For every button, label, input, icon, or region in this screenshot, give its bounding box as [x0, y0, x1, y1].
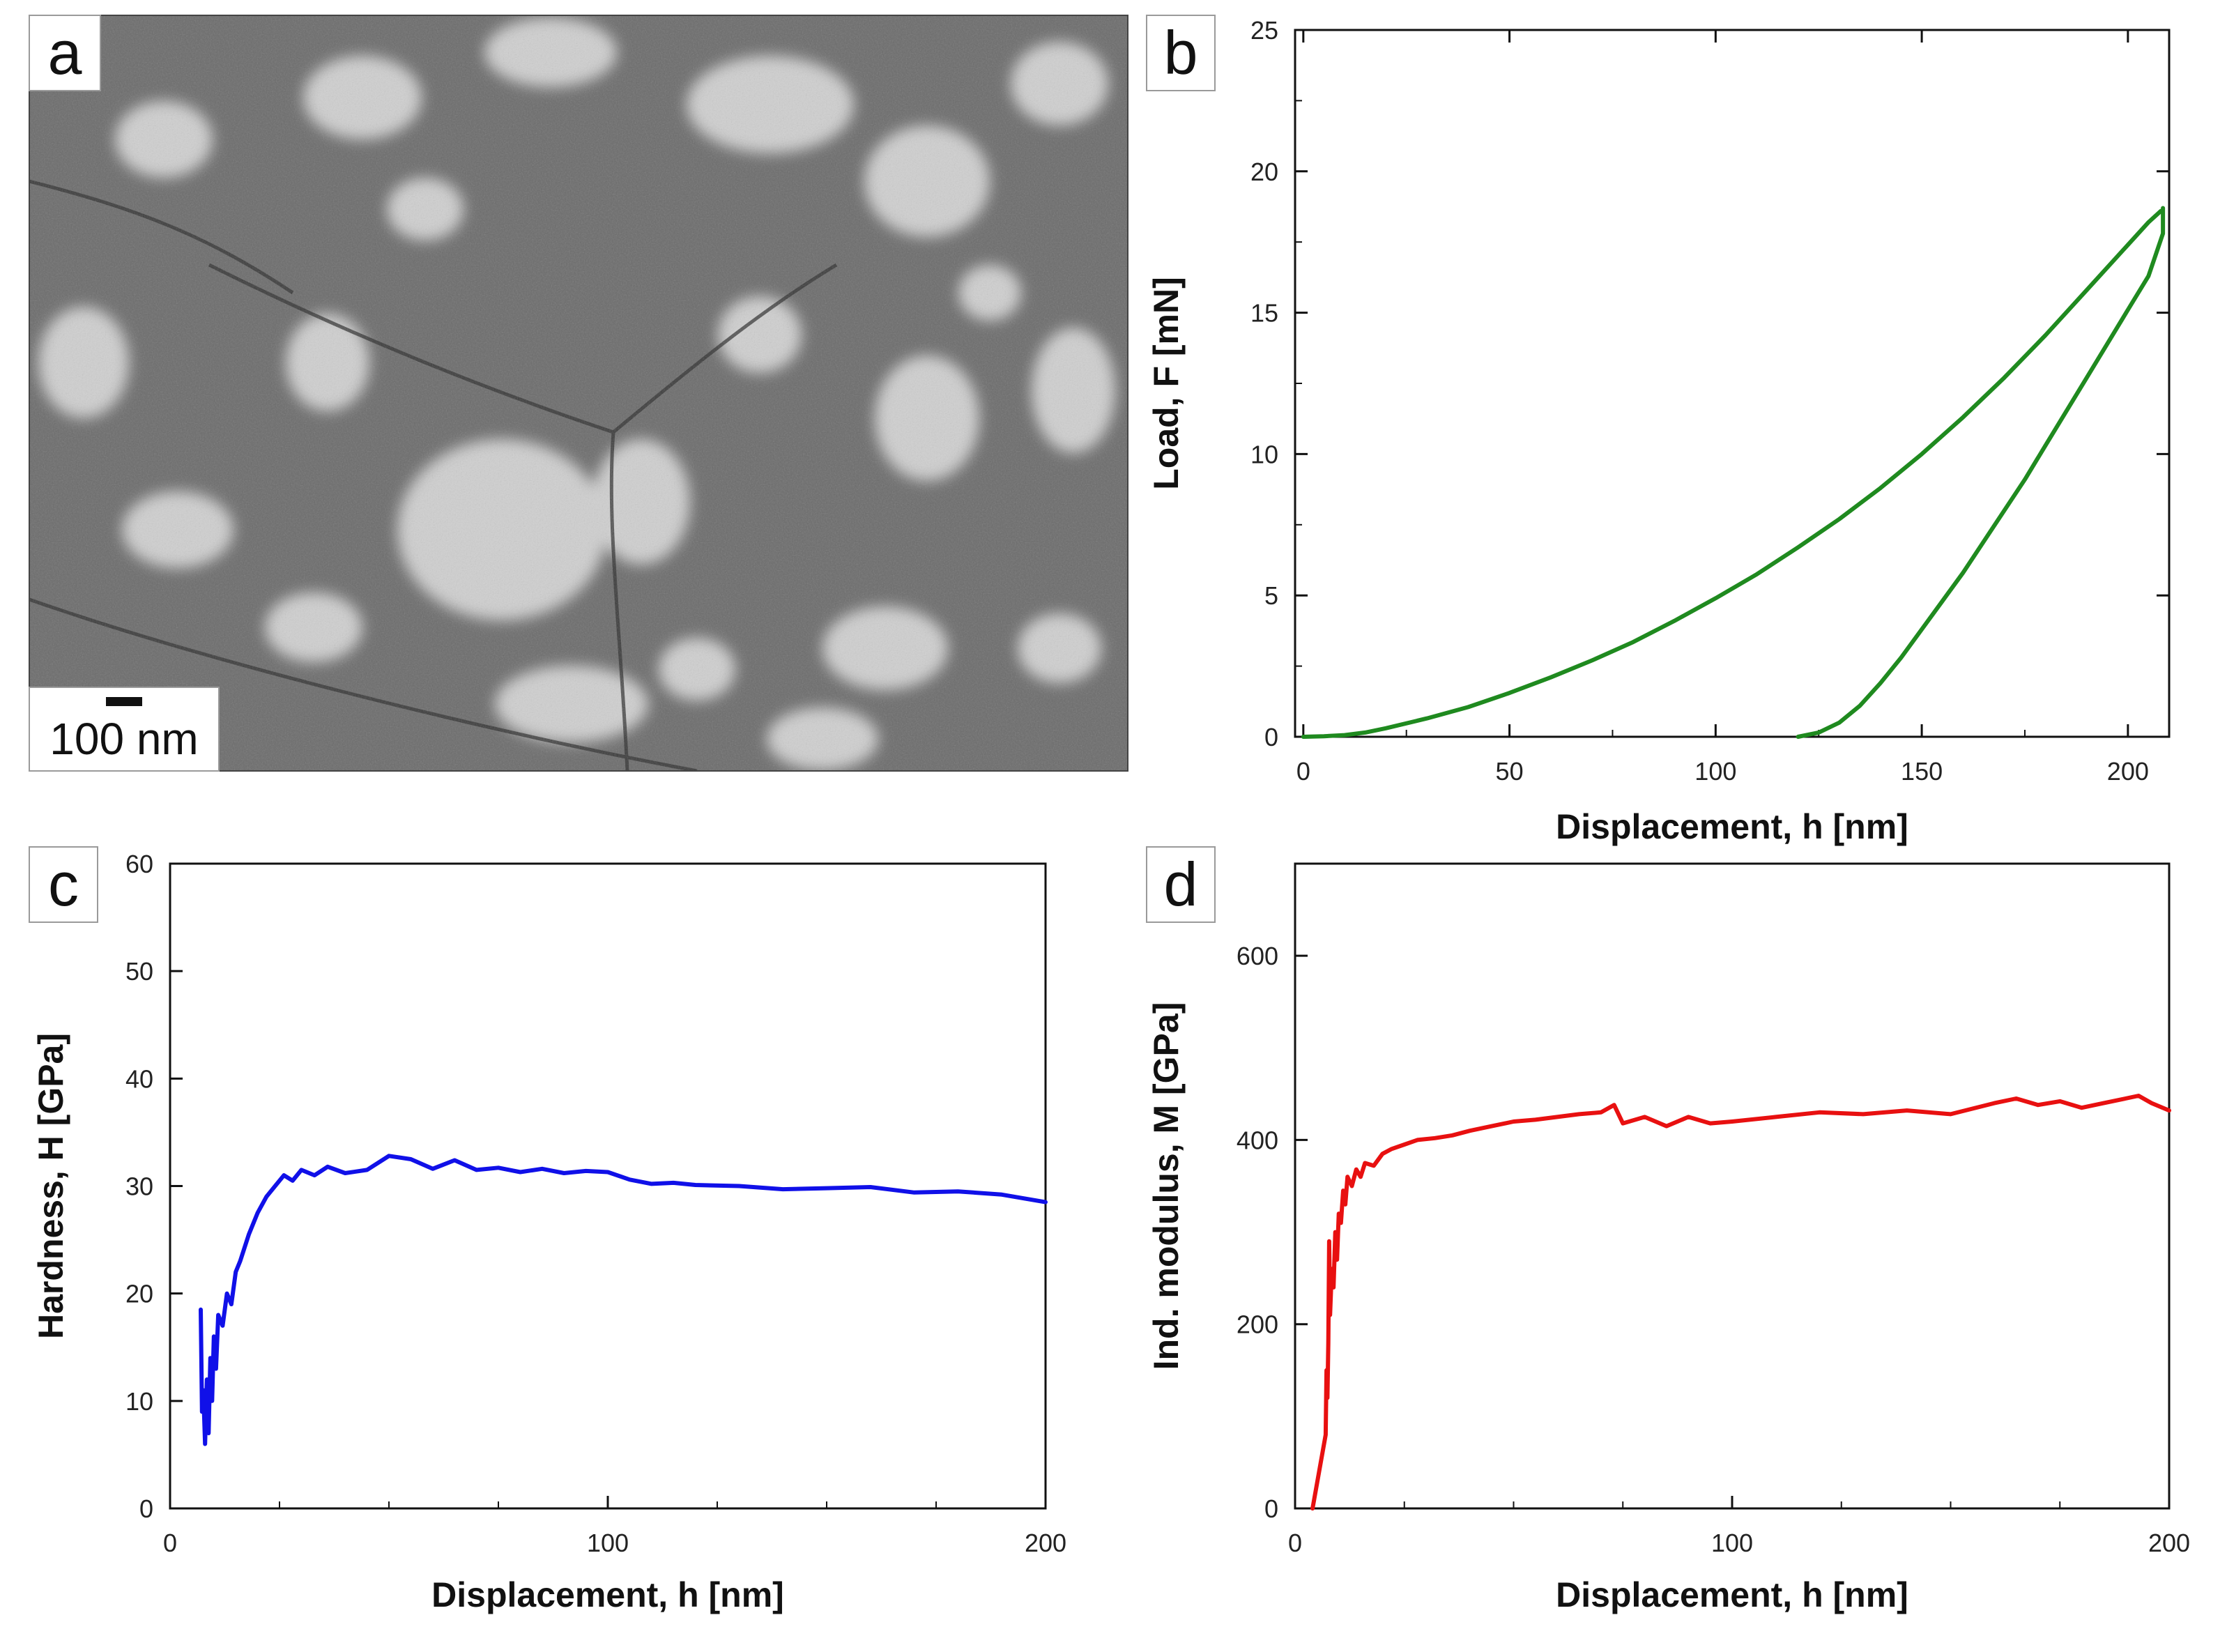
panel-d-modulus: d 0 100 200 0 200 400 600 Displacement, h [nm] I… — [1146, 846, 2190, 1614]
scale-bar: 100 nm — [29, 687, 220, 772]
plot-frame — [1294, 29, 2171, 738]
panel-a-letter: a — [48, 18, 82, 87]
plot-frame — [169, 862, 1047, 1510]
panel-a-letter-box — [29, 15, 101, 91]
panel-d-letter: d — [1164, 850, 1198, 919]
x-tick-label: 200 — [1025, 1529, 1066, 1557]
scale-bar-label: 100 nm — [49, 714, 198, 764]
panel-b-letter-box — [1146, 15, 1216, 91]
panel-c-letter: c — [48, 850, 79, 919]
x-axis-title: Displacement, h [nm] — [1556, 807, 1908, 846]
panel-c-letter-box — [29, 846, 98, 923]
y-axis-title: Hardness, H [GPa] — [31, 1033, 70, 1339]
y-tick-label: 40 — [125, 1064, 153, 1093]
x-tick-label: 100 — [587, 1529, 629, 1557]
y-tick-label: 200 — [1237, 1310, 1278, 1339]
y-tick-label: 20 — [1250, 158, 1278, 186]
x-tick-label: 200 — [2107, 757, 2149, 786]
microstructure-image — [29, 15, 1128, 771]
y-tick-label: 50 — [125, 957, 153, 986]
chart-d: 0 100 200 0 200 400 600 Displacement, h [nm] Ind… — [1147, 862, 2190, 1614]
y-tick-label: 60 — [125, 850, 153, 878]
x-tick-label: 150 — [1901, 757, 1943, 786]
y-tick-label: 25 — [1250, 16, 1278, 45]
y-tick-label: 0 — [1264, 1494, 1278, 1523]
panel-d-letter-box — [1146, 846, 1216, 923]
series-line-unloading — [1796, 206, 2166, 739]
y-tick-label: 0 — [139, 1494, 153, 1523]
y-tick-label: 600 — [1237, 942, 1278, 970]
y-tick-label: 0 — [1264, 723, 1278, 751]
series-line-hardness — [199, 1154, 1048, 1446]
y-axis-title: Load, F [mN] — [1147, 277, 1186, 490]
series-line-loading — [1301, 208, 2164, 739]
chart-b: 0 50 100 150 200 0 5 10 15 20 25 Displacement, h [n… — [1147, 16, 2171, 846]
y-tick-label: 10 — [1250, 440, 1278, 468]
y-tick-label: 20 — [125, 1280, 153, 1308]
x-tick-label: 200 — [2148, 1529, 2190, 1557]
x-tick-label: 0 — [1288, 1529, 1302, 1557]
panel-b-load-displacement: b 0 50 100 150 200 0 5 10 15 20 25 Displacement, h … — [1146, 15, 2171, 846]
chart-c: 0 100 200 0 10 20 30 40 50 60 Displacement, h [nm]… — [31, 850, 1066, 1614]
series-line-modulus — [1310, 1094, 2171, 1510]
y-tick-label: 400 — [1237, 1126, 1278, 1154]
x-tick-label: 0 — [163, 1529, 177, 1557]
plot-frame — [1294, 862, 2171, 1510]
y-axis-title: Ind. modulus, M [GPa] — [1147, 1002, 1186, 1370]
y-tick-label: 15 — [1250, 299, 1278, 328]
x-tick-label: 50 — [1496, 757, 1524, 786]
y-tick-label: 5 — [1264, 581, 1278, 610]
panel-a-micrograph: a 100 nm — [29, 15, 1128, 772]
x-tick-label: 0 — [1296, 757, 1310, 786]
y-tick-label: 10 — [125, 1387, 153, 1416]
y-tick-label: 30 — [125, 1172, 153, 1201]
panel-b-letter: b — [1164, 18, 1198, 87]
x-axis-title: Displacement, h [nm] — [1556, 1575, 1908, 1614]
x-tick-label: 100 — [1694, 757, 1736, 786]
x-tick-label: 100 — [1711, 1529, 1753, 1557]
panel-c-hardness: c 0 100 200 0 10 20 30 40 50 60 Displacement, h [n… — [29, 846, 1066, 1614]
x-axis-title: Displacement, h [nm] — [431, 1575, 784, 1614]
